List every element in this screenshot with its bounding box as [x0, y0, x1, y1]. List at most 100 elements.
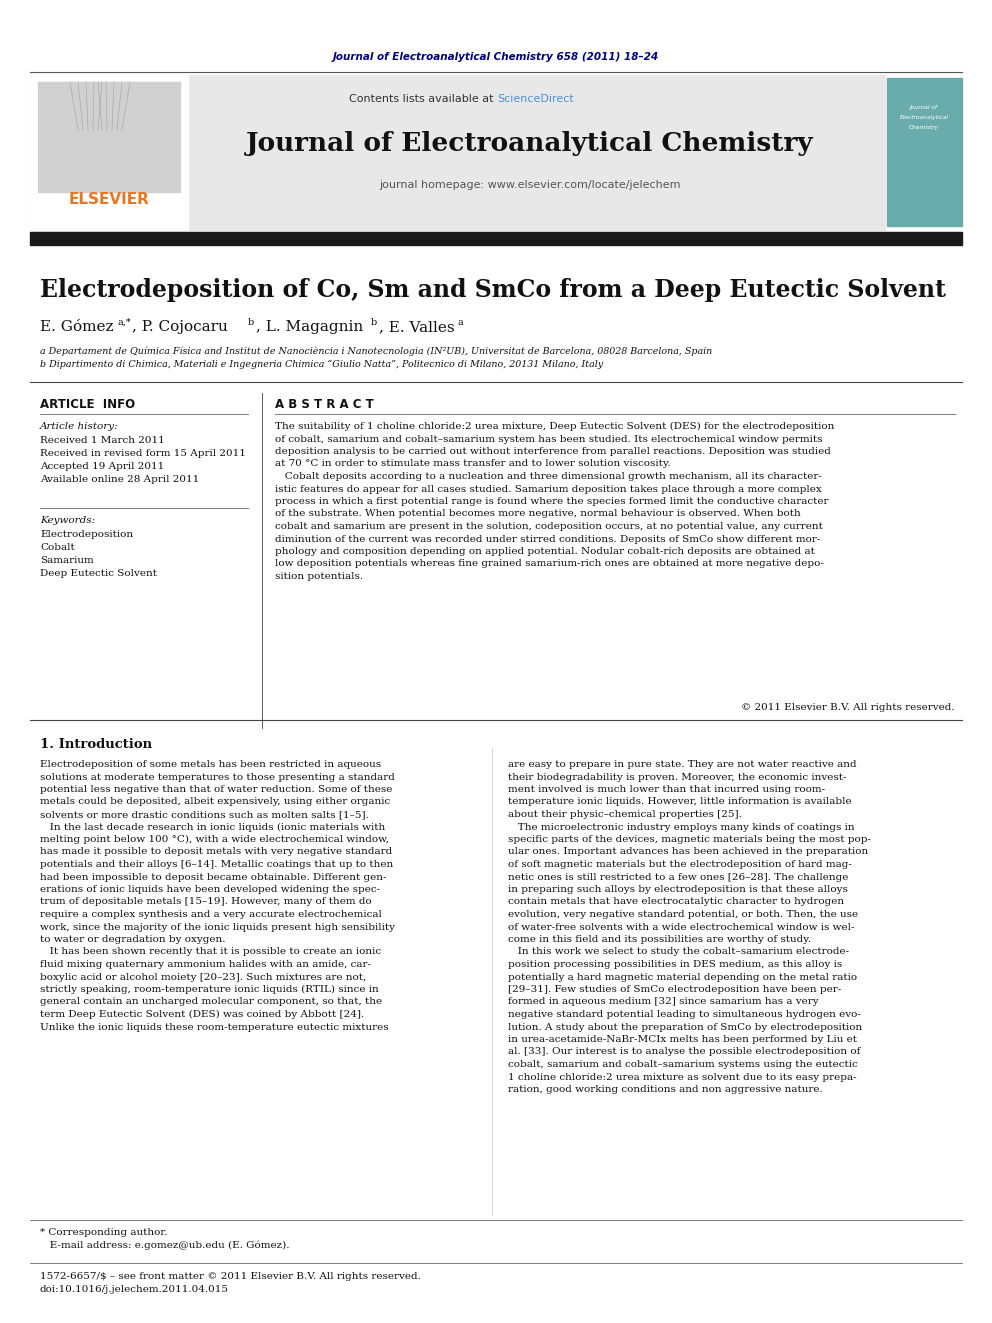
Text: Article history:: Article history: [40, 422, 119, 431]
Text: sition potentials.: sition potentials. [275, 572, 363, 581]
Text: has made it possible to deposit metals with very negative standard: has made it possible to deposit metals w… [40, 848, 392, 856]
Bar [30, 75, 188, 230]
Text: position processing possibilities in DES medium, as this alloy is: position processing possibilities in DES… [508, 960, 842, 968]
Text: © 2011 Elsevier B.V. All rights reserved.: © 2011 Elsevier B.V. All rights reserved… [741, 703, 955, 712]
Text: about their physic–chemical properties [25].: about their physic–chemical properties [… [508, 810, 742, 819]
Text: Chemistry: Chemistry [909, 126, 939, 131]
Text: potentially a hard magnetic material depending on the metal ratio: potentially a hard magnetic material dep… [508, 972, 857, 982]
Text: 1 choline chloride:2 urea mixture as solvent due to its easy prepa-: 1 choline chloride:2 urea mixture as sol… [508, 1073, 857, 1081]
Text: Cobalt deposits according to a nucleation and three dimensional growth mechanism: Cobalt deposits according to a nucleatio… [275, 472, 822, 482]
Text: come in this field and its possibilities are worthy of study.: come in this field and its possibilities… [508, 935, 811, 945]
Text: The suitability of 1 choline chloride:2 urea mixture, Deep Eutectic Solvent (DES: The suitability of 1 choline chloride:2 … [275, 422, 834, 431]
Text: Unlike the ionic liquids these room-temperature eutectic mixtures: Unlike the ionic liquids these room-temp… [40, 1023, 389, 1032]
Text: lution. A study about the preparation of SmCo by electrodeposition: lution. A study about the preparation of… [508, 1023, 862, 1032]
Text: boxylic acid or alcohol moiety [20–23]. Such mixtures are not,: boxylic acid or alcohol moiety [20–23]. … [40, 972, 366, 982]
Text: b: b [248, 318, 254, 327]
Text: solvents or more drastic conditions such as molten salts [1–5].: solvents or more drastic conditions such… [40, 810, 369, 819]
Text: a: a [457, 318, 462, 327]
Text: Electrodeposition: Electrodeposition [40, 531, 133, 538]
Text: had been impossible to deposit became obtainable. Different gen-: had been impossible to deposit became ob… [40, 872, 387, 881]
Text: of soft magnetic materials but the electrodeposition of hard mag-: of soft magnetic materials but the elect… [508, 860, 852, 869]
Text: E. Gómez: E. Gómez [40, 320, 113, 333]
Text: at 70 °C in order to stimulate mass transfer and to lower solution viscosity.: at 70 °C in order to stimulate mass tran… [275, 459, 671, 468]
Text: to water or degradation by oxygen.: to water or degradation by oxygen. [40, 935, 225, 945]
Text: The microelectronic industry employs many kinds of coatings in: The microelectronic industry employs man… [508, 823, 855, 831]
Bar [30, 75, 885, 230]
Text: solutions at moderate temperatures to those presenting a standard: solutions at moderate temperatures to th… [40, 773, 395, 782]
Text: a Departament de Química Física and Institut de Nanociència i Nanotecnologia (IN: a Departament de Química Física and Inst… [40, 347, 712, 356]
Text: A B S T R A C T: A B S T R A C T [275, 398, 374, 411]
Text: Electrodeposition of Co, Sm and SmCo from a Deep Eutectic Solvent: Electrodeposition of Co, Sm and SmCo fro… [40, 278, 946, 302]
Text: Electroanalytical: Electroanalytical [900, 115, 948, 120]
Text: fluid mixing quaternary ammonium halides with an amide, car-: fluid mixing quaternary ammonium halides… [40, 960, 371, 968]
Text: contain metals that have electrocatalytic character to hydrogen: contain metals that have electrocatalyti… [508, 897, 844, 906]
Text: ration, good working conditions and non aggressive nature.: ration, good working conditions and non … [508, 1085, 822, 1094]
Text: work, since the majority of the ionic liquids present high sensibility: work, since the majority of the ionic li… [40, 922, 395, 931]
Text: Received in revised form 15 April 2011: Received in revised form 15 April 2011 [40, 448, 246, 458]
Text: Electrodeposition of some metals has been restricted in aqueous: Electrodeposition of some metals has bee… [40, 759, 381, 769]
Text: ELSEVIER: ELSEVIER [68, 193, 150, 208]
Text: In the last decade research in ionic liquids (ionic materials with: In the last decade research in ionic liq… [40, 823, 385, 832]
Text: [29–31]. Few studies of SmCo electrodeposition have been per-: [29–31]. Few studies of SmCo electrodepo… [508, 986, 841, 994]
Text: ARTICLE  INFO: ARTICLE INFO [40, 398, 135, 411]
Text: a,*: a,* [117, 318, 131, 327]
Text: Contents lists available at: Contents lists available at [349, 94, 497, 105]
Text: low deposition potentials whereas fine grained samarium-rich ones are obtained a: low deposition potentials whereas fine g… [275, 560, 824, 569]
Text: negative standard potential leading to simultaneous hydrogen evo-: negative standard potential leading to s… [508, 1009, 861, 1019]
Text: Journal of: Journal of [910, 106, 938, 111]
Bar [887, 78, 962, 226]
Text: specific parts of the devices, magnetic materials being the most pop-: specific parts of the devices, magnetic … [508, 835, 871, 844]
Text: It has been shown recently that it is possible to create an ionic: It has been shown recently that it is po… [40, 947, 381, 957]
Text: ment involved is much lower than that incurred using room-: ment involved is much lower than that in… [508, 785, 825, 794]
Text: their biodegradability is proven. Moreover, the economic invest-: their biodegradability is proven. Moreov… [508, 773, 846, 782]
Text: in preparing such alloys by electrodeposition is that these alloys: in preparing such alloys by electrodepos… [508, 885, 848, 894]
Text: journal homepage: www.elsevier.com/locate/jelechem: journal homepage: www.elsevier.com/locat… [379, 180, 681, 191]
Text: Keywords:: Keywords: [40, 516, 95, 525]
Text: diminution of the current was recorded under stirred conditions. Deposits of SmC: diminution of the current was recorded u… [275, 534, 820, 544]
Text: netic ones is still restricted to a few ones [26–28]. The challenge: netic ones is still restricted to a few … [508, 872, 848, 881]
Text: process in which a first potential range is found where the species formed limit: process in which a first potential range… [275, 497, 828, 505]
Text: istic features do appear for all cases studied. Samarium deposition takes place : istic features do appear for all cases s… [275, 484, 821, 493]
Text: deposition analysis to be carried out without interference from parallel reactio: deposition analysis to be carried out wi… [275, 447, 831, 456]
Text: ular ones. Important advances has been achieved in the preparation: ular ones. Important advances has been a… [508, 848, 868, 856]
Bar [30, 232, 962, 245]
Text: temperature ionic liquids. However, little information is available: temperature ionic liquids. However, litt… [508, 798, 851, 807]
Text: strictly speaking, room-temperature ionic liquids (RTIL) since in: strictly speaking, room-temperature ioni… [40, 986, 379, 994]
Bar [38, 82, 180, 192]
Text: 1572-6657/$ – see front matter © 2011 Elsevier B.V. All rights reserved.: 1572-6657/$ – see front matter © 2011 El… [40, 1271, 421, 1281]
Text: Received 1 March 2011: Received 1 March 2011 [40, 437, 165, 445]
Text: trum of depositable metals [15–19]. However, many of them do: trum of depositable metals [15–19]. Howe… [40, 897, 372, 906]
Text: in urea-acetamide-NaBr-MCIx melts has been performed by Liu et: in urea-acetamide-NaBr-MCIx melts has be… [508, 1035, 857, 1044]
Text: Journal of Electroanalytical Chemistry 658 (2011) 18–24: Journal of Electroanalytical Chemistry 6… [333, 52, 659, 62]
Text: require a complex synthesis and a very accurate electrochemical: require a complex synthesis and a very a… [40, 910, 382, 919]
Text: cobalt and samarium are present in the solution, codeposition occurs, at no pote: cobalt and samarium are present in the s… [275, 523, 823, 531]
Text: of the substrate. When potential becomes more negative, normal behaviour is obse: of the substrate. When potential becomes… [275, 509, 801, 519]
Text: cobalt, samarium and cobalt–samarium systems using the eutectic: cobalt, samarium and cobalt–samarium sys… [508, 1060, 858, 1069]
Text: are easy to prepare in pure state. They are not water reactive and: are easy to prepare in pure state. They … [508, 759, 857, 769]
Text: potentials and their alloys [6–14]. Metallic coatings that up to then: potentials and their alloys [6–14]. Meta… [40, 860, 393, 869]
Text: ScienceDirect: ScienceDirect [497, 94, 573, 105]
Text: formed in aqueous medium [32] since samarium has a very: formed in aqueous medium [32] since sama… [508, 998, 818, 1007]
Text: In this work we select to study the cobalt–samarium electrode-: In this work we select to study the coba… [508, 947, 849, 957]
Text: term Deep Eutectic Solvent (DES) was coined by Abbott [24].: term Deep Eutectic Solvent (DES) was coi… [40, 1009, 364, 1019]
Text: phology and composition depending on applied potential. Nodular cobalt-rich depo: phology and composition depending on app… [275, 546, 814, 556]
Text: evolution, very negative standard potential, or both. Then, the use: evolution, very negative standard potent… [508, 910, 858, 919]
Text: Cobalt: Cobalt [40, 542, 74, 552]
Text: E-mail address: e.gomez@ub.edu (E. Gómez).: E-mail address: e.gomez@ub.edu (E. Gómez… [40, 1241, 290, 1250]
Text: b: b [371, 318, 377, 327]
Text: erations of ionic liquids have been developed widening the spec-: erations of ionic liquids have been deve… [40, 885, 380, 894]
Text: Samarium: Samarium [40, 556, 94, 565]
Text: metals could be deposited, albeit expensively, using either organic: metals could be deposited, albeit expens… [40, 798, 390, 807]
Text: Deep Eutectic Solvent: Deep Eutectic Solvent [40, 569, 157, 578]
Text: , P. Cojocaru: , P. Cojocaru [132, 320, 228, 333]
Text: al. [33]. Our interest is to analyse the possible electrodeposition of: al. [33]. Our interest is to analyse the… [508, 1048, 860, 1057]
Text: doi:10.1016/j.jelechem.2011.04.015: doi:10.1016/j.jelechem.2011.04.015 [40, 1285, 229, 1294]
Text: general contain an uncharged molecular component, so that, the: general contain an uncharged molecular c… [40, 998, 382, 1007]
Text: , E. Valles: , E. Valles [379, 320, 454, 333]
Text: , L. Magagnin: , L. Magagnin [256, 320, 363, 333]
Text: * Corresponding author.: * Corresponding author. [40, 1228, 168, 1237]
Text: of water-free solvents with a wide electrochemical window is wel-: of water-free solvents with a wide elect… [508, 922, 854, 931]
Text: melting point below 100 °C), with a wide electrochemical window,: melting point below 100 °C), with a wide… [40, 835, 389, 844]
Text: 1. Introduction: 1. Introduction [40, 738, 152, 751]
Text: Accepted 19 April 2011: Accepted 19 April 2011 [40, 462, 165, 471]
